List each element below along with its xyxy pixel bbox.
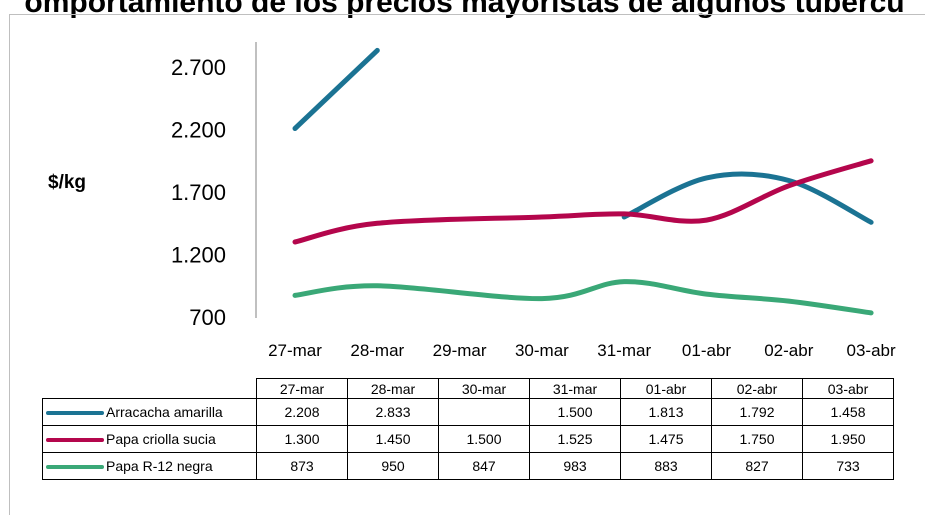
table-row: Arracacha amarilla 2.208 2.833 1.500 1.813 1.… xyxy=(42,398,894,426)
table-cell: 847 xyxy=(438,452,530,480)
y-axis-label: $/kg xyxy=(48,172,87,193)
y-tick-labels: 700 1.200 1.700 2.200 2.700 xyxy=(171,55,226,330)
x-tick-label: 01-abr xyxy=(682,341,731,360)
legend-key-icon xyxy=(46,438,104,443)
table-cell: 1.300 xyxy=(256,425,348,453)
x-tick-label: 03-abr xyxy=(847,341,896,360)
series-legend-label: Arracacha amarilla xyxy=(42,398,257,426)
table-cell: 883 xyxy=(620,452,712,480)
table-cell: 1.525 xyxy=(529,425,621,453)
series-line-arracacha-amarilla xyxy=(621,171,874,225)
table-cell: 950 xyxy=(347,452,439,480)
table-cell: 1.950 xyxy=(802,425,894,453)
legend-label-text: Arracacha amarilla xyxy=(106,404,223,420)
legend-label-text: Papa R-12 negra xyxy=(106,458,213,474)
table-header-cell: 30-mar xyxy=(438,378,530,399)
table-cell: 733 xyxy=(802,452,894,480)
table-cell: 1.813 xyxy=(620,398,712,426)
table-cell: 983 xyxy=(529,452,621,480)
chart-frame xyxy=(9,14,925,515)
legend-key-icon xyxy=(46,411,104,416)
table-cell: 873 xyxy=(256,452,348,480)
table-corner xyxy=(42,378,257,399)
table-cell: 2.833 xyxy=(347,398,439,426)
table-header-cell: 03-abr xyxy=(802,378,894,399)
table-header-cell: 01-abr xyxy=(620,378,712,399)
legend-label-text: Papa criolla sucia xyxy=(106,431,216,447)
y-tick-label: 2.700 xyxy=(171,55,226,80)
series-lines xyxy=(292,47,874,316)
table-header-cell: 02-abr xyxy=(711,378,803,399)
table-row: Papa criolla sucia 1.300 1.450 1.500 1.525 1.… xyxy=(42,425,894,453)
x-tick-label: 29-mar xyxy=(433,341,487,360)
table-row: Papa R-12 negra 873 950 847 983 883 827 733 xyxy=(42,452,894,480)
table-cell: 1.475 xyxy=(620,425,712,453)
table-header-row: 27-mar 28-mar 30-mar 31-mar 01-abr 02-abr 03-a… xyxy=(42,378,894,399)
series-legend-label: Papa criolla sucia xyxy=(42,425,257,453)
x-tick-label: 28-mar xyxy=(350,341,404,360)
y-tick-label: 1.700 xyxy=(171,180,226,205)
table-cell xyxy=(438,398,530,426)
x-tick-label: 02-abr xyxy=(764,341,813,360)
table-cell: 827 xyxy=(711,452,803,480)
y-tick-label: 2.200 xyxy=(171,118,226,143)
series-line-papa-criolla-sucia xyxy=(292,158,874,245)
x-tick-label: 30-mar xyxy=(515,341,569,360)
table-cell: 1.750 xyxy=(711,425,803,453)
series-line-papa-r-12-negra xyxy=(292,279,874,316)
table-header-cell: 28-mar xyxy=(347,378,439,399)
x-tick-labels: 27-mar 28-mar 29-mar 30-mar 31-mar 01-abr 02-a… xyxy=(268,341,896,360)
data-table: 27-mar 28-mar 30-mar 31-mar 01-abr 02-abr 03-a… xyxy=(42,378,894,480)
table-cell: 1.450 xyxy=(347,425,439,453)
x-tick-label: 31-mar xyxy=(597,341,651,360)
table-cell: 1.792 xyxy=(711,398,803,426)
series-line-arracacha-amarilla xyxy=(292,47,380,131)
x-tick-label: 27-mar xyxy=(268,341,322,360)
y-tick-label: 1.200 xyxy=(171,243,226,268)
table-cell: 1.500 xyxy=(438,425,530,453)
table-cell: 1.500 xyxy=(529,398,621,426)
table-header-cell: 31-mar xyxy=(529,378,621,399)
table-cell: 2.208 xyxy=(256,398,348,426)
series-legend-label: Papa R-12 negra xyxy=(42,452,257,480)
table-cell: 1.458 xyxy=(802,398,894,426)
legend-key-icon xyxy=(46,465,104,470)
table-header-cell: 27-mar xyxy=(256,378,348,399)
y-tick-label: 700 xyxy=(189,305,226,330)
